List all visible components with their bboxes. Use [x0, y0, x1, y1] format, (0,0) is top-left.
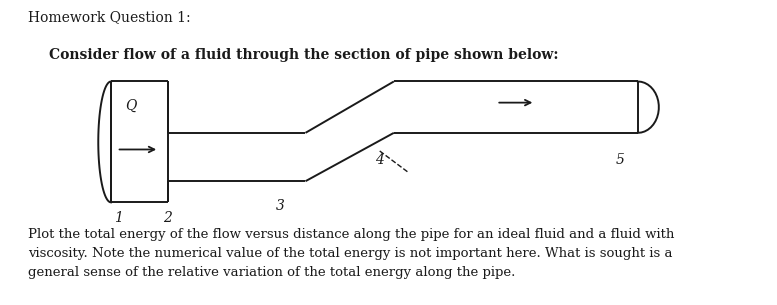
- Text: 3: 3: [277, 199, 285, 213]
- Text: Q: Q: [125, 99, 137, 113]
- Text: Consider flow of a fluid through the section of pipe shown below:: Consider flow of a fluid through the sec…: [50, 48, 559, 62]
- Text: 5: 5: [615, 152, 625, 167]
- Text: Plot the total energy of the flow versus distance along the pipe for an ideal fl: Plot the total energy of the flow versus…: [28, 228, 674, 279]
- Text: Homework Question 1:: Homework Question 1:: [28, 10, 191, 24]
- Text: 4: 4: [375, 152, 384, 167]
- Text: 2: 2: [163, 211, 172, 225]
- Text: 1: 1: [113, 211, 123, 225]
